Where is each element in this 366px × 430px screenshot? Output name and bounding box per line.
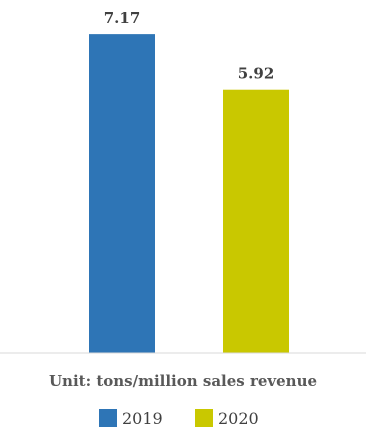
- legend-swatch-2019: [99, 409, 117, 427]
- value-label-2020: 5.92: [238, 65, 275, 83]
- legend: 2019 2020: [99, 409, 259, 428]
- legend-label-2020: 2020: [218, 409, 259, 428]
- value-label-2019: 7.17: [104, 9, 141, 27]
- legend-label-2019: 2019: [122, 409, 163, 428]
- bar-2020: [223, 89, 289, 353]
- unit-label: Unit: tons/million sales revenue: [49, 372, 317, 390]
- bar-2019: [89, 34, 155, 353]
- bars-group: [89, 34, 289, 353]
- value-labels-group: 7.17 5.92: [104, 9, 275, 83]
- legend-swatch-2020: [195, 409, 213, 427]
